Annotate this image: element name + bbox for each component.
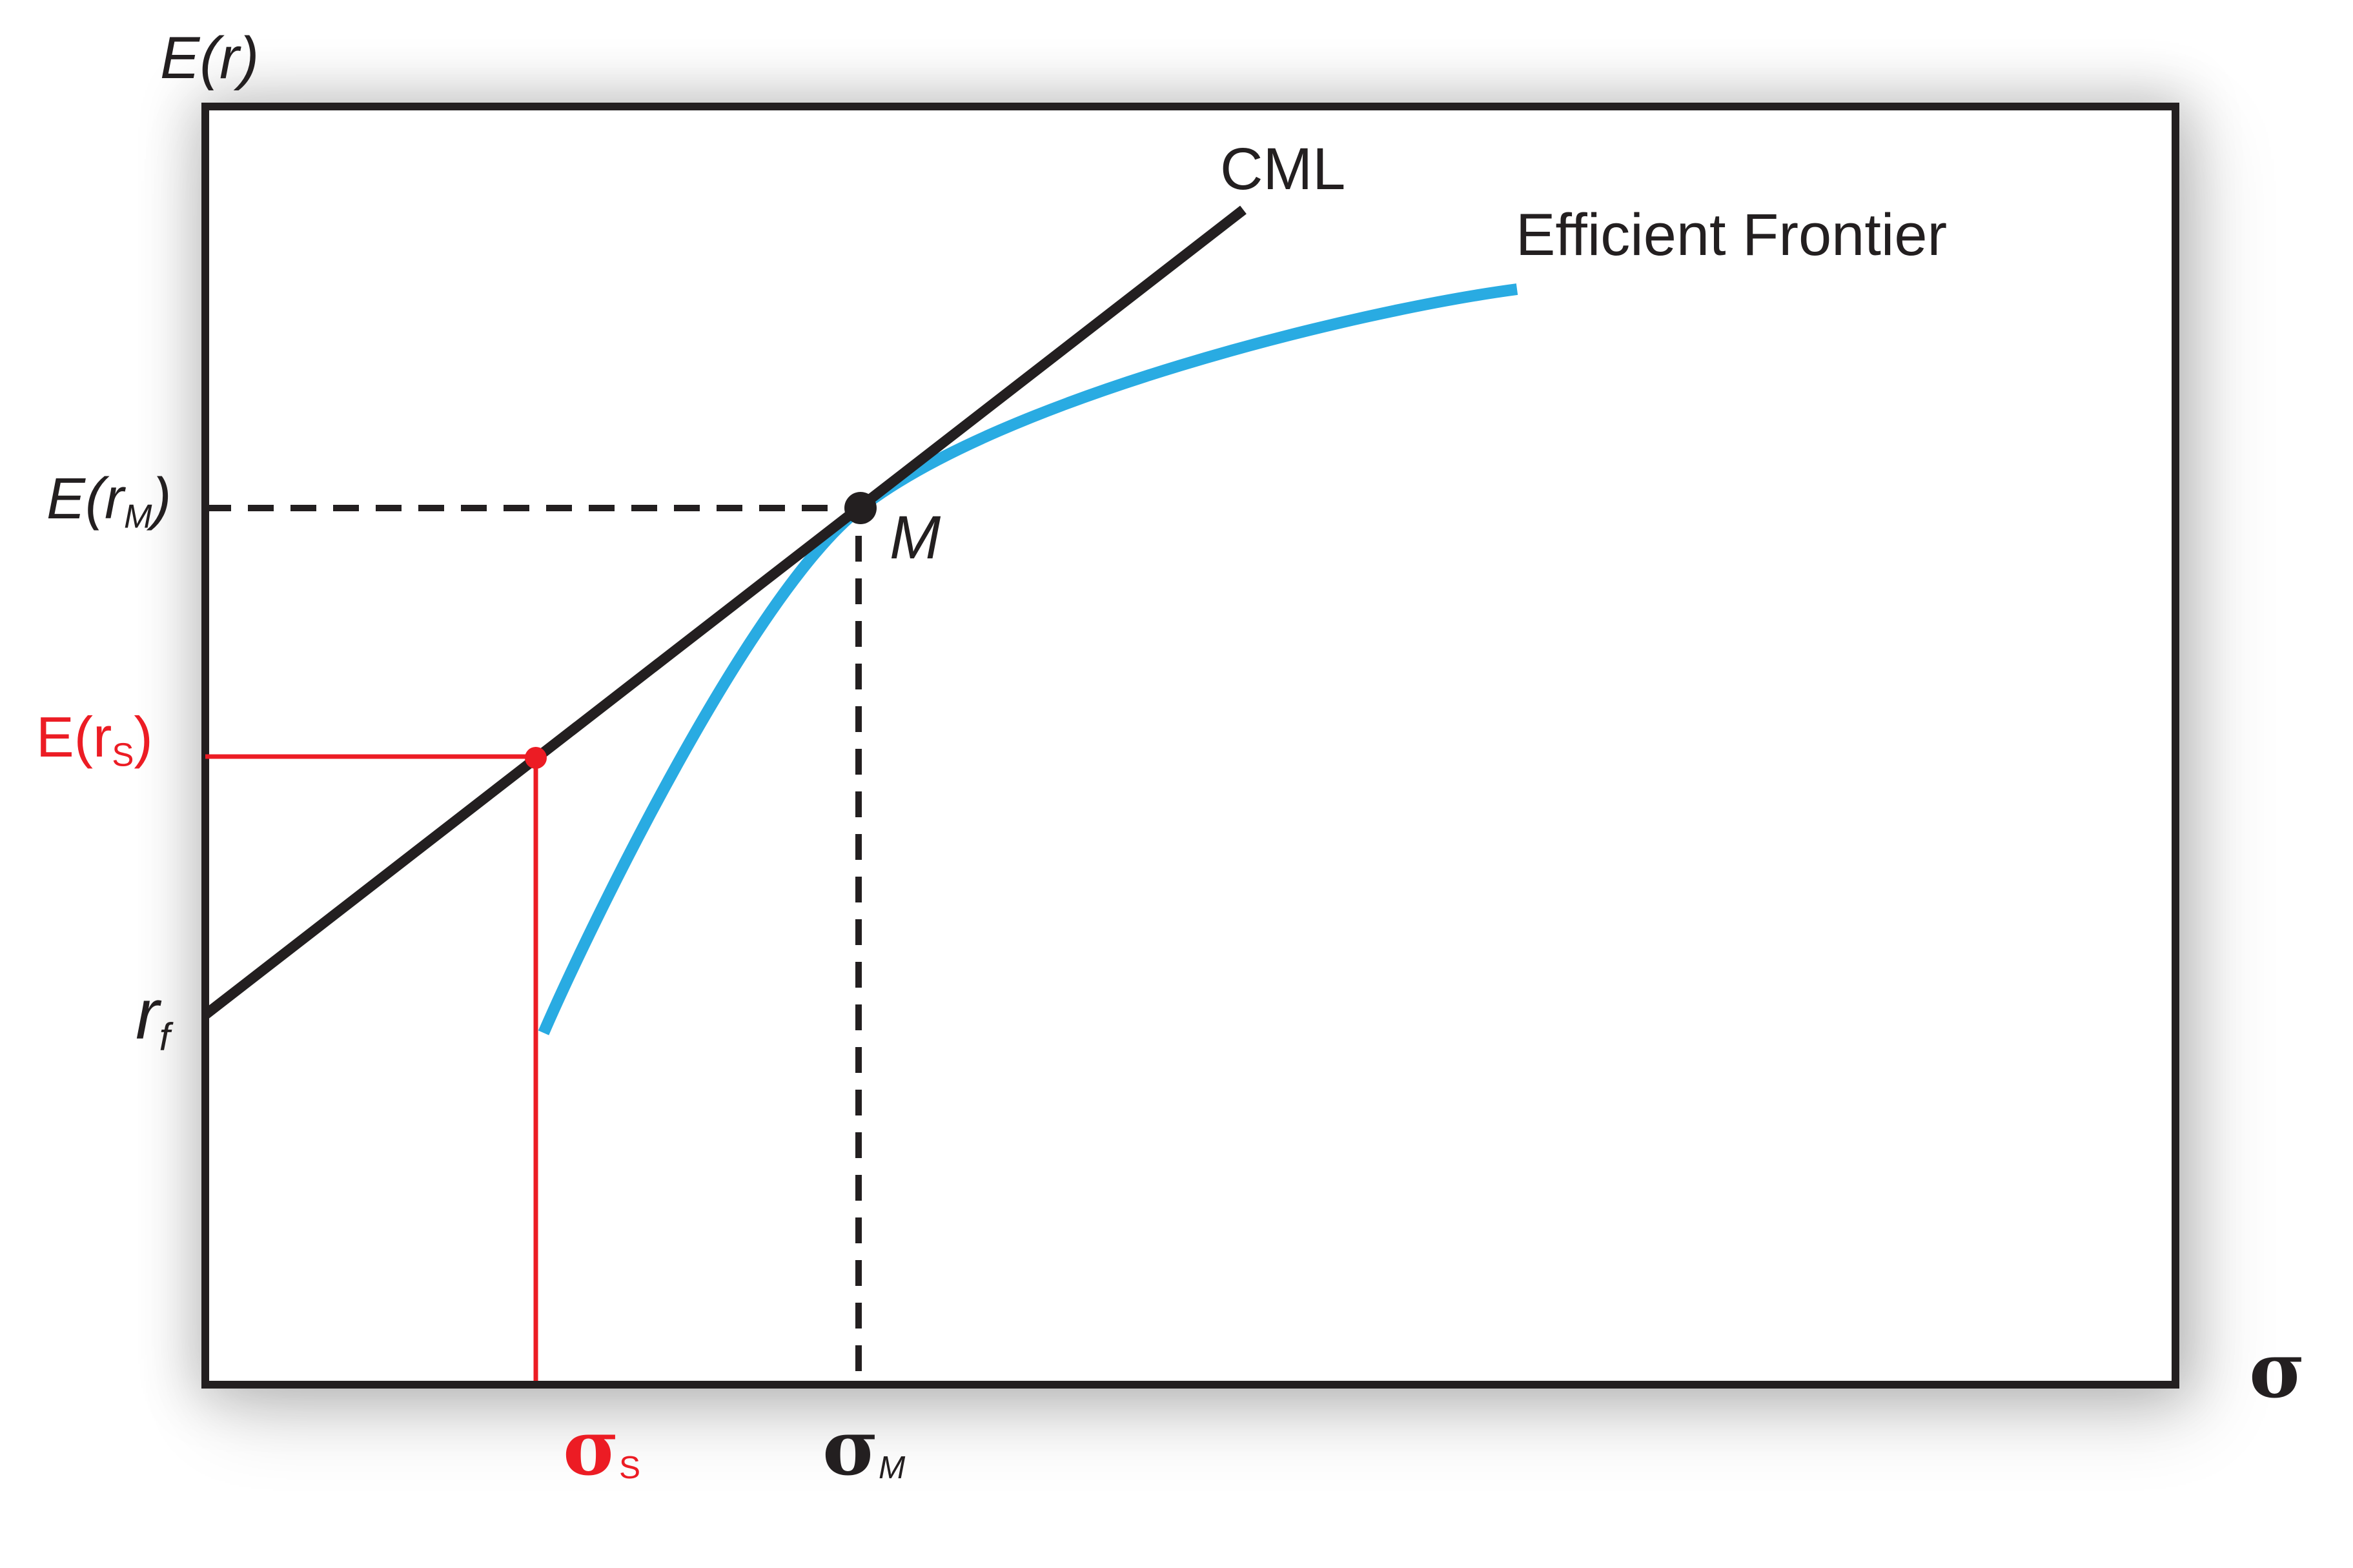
plot-area-glow — [201, 103, 2179, 1389]
e-rm-label-sub: M — [123, 498, 152, 536]
sigma-s-glyph: σ — [563, 1403, 620, 1492]
x-axis-title: σ — [2249, 1325, 2306, 1415]
sigma-s-sub: S — [619, 1449, 641, 1485]
sigma-m-sub: M — [879, 1449, 906, 1485]
sigma-m-glyph: σ — [822, 1403, 879, 1492]
efficient-frontier-curve — [538, 283, 1518, 1035]
market-portfolio-label: M — [890, 504, 941, 572]
e-rs-label-pre: E(r — [36, 705, 112, 769]
e-rm-label-post: ) — [152, 467, 172, 531]
sigma-s-label: σS — [563, 1410, 640, 1486]
sigma-m-label: σM — [822, 1410, 905, 1486]
e-rm-label: E(rM) — [46, 470, 171, 534]
e-rs-label: E(rS) — [36, 709, 153, 771]
e-rs-label-sub: S — [112, 736, 134, 773]
plot-border — [201, 103, 2179, 1389]
y-axis-title: E(r) — [160, 25, 260, 91]
e-rs-label-post: ) — [134, 705, 153, 769]
risk-free-rate-label: rf — [136, 979, 170, 1057]
cml-label: CML — [1220, 136, 1346, 202]
cml-line — [202, 205, 1247, 1019]
stock-point — [525, 747, 547, 769]
e-rm-label-pre: E(r — [46, 467, 124, 531]
efficient-frontier-label: Efficient Frontier — [1516, 202, 1948, 268]
rf-label-pre: r — [136, 975, 159, 1054]
market-portfolio-point — [844, 492, 877, 524]
rf-label-sub: f — [159, 1015, 170, 1059]
